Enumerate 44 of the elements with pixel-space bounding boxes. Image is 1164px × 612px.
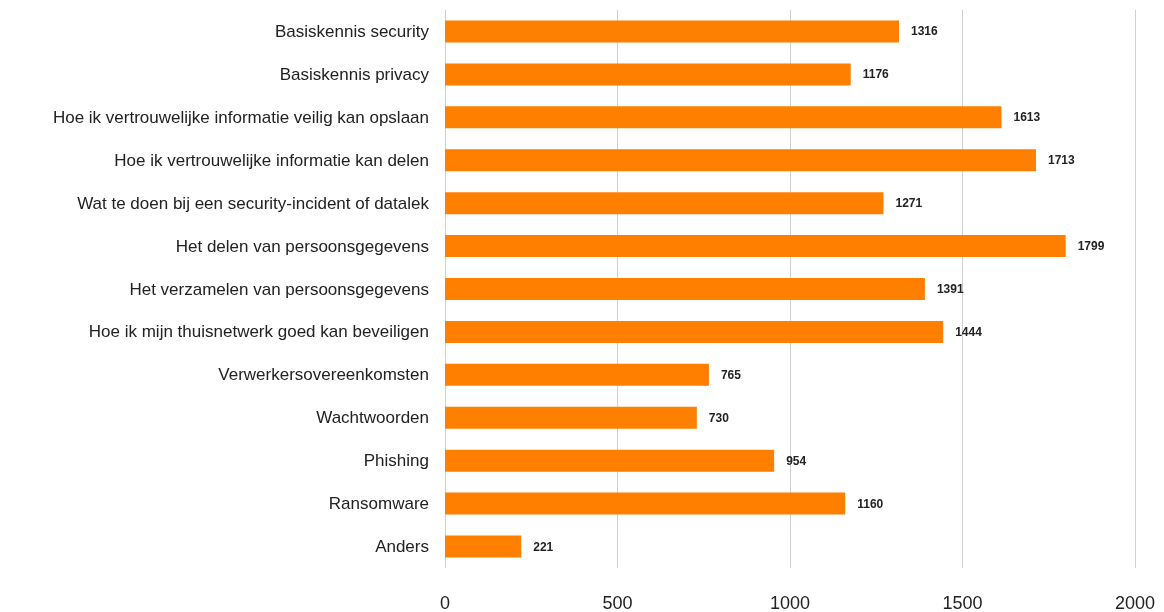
data-label: 1160 [857, 496, 884, 511]
data-label: 1613 [1013, 110, 1041, 125]
y-tick-label: Het delen van persoonsgegevens [175, 236, 429, 256]
bar [445, 320, 944, 343]
bar [445, 449, 775, 472]
data-label: 954 [786, 453, 807, 468]
data-label: 1316 [911, 24, 939, 39]
bar [445, 106, 1002, 129]
y-tick-label: Het verzamelen van persoonsgegevens [129, 279, 429, 299]
y-tick-label: Wachtwoorden [316, 408, 429, 428]
x-tick-label: 1500 [942, 593, 983, 612]
data-label: 221 [533, 539, 554, 554]
y-tick-label: Basiskennis privacy [279, 64, 430, 84]
data-label: 1799 [1077, 239, 1105, 254]
y-tick-label: Phishing [363, 451, 429, 471]
bar [445, 535, 522, 558]
bar [445, 363, 709, 386]
y-tick-label: Verwerkersovereenkomsten [218, 365, 429, 385]
bar [445, 20, 900, 43]
y-tick-label: Hoe ik mijn thuisnetwerk goed kan beveiligen [88, 322, 429, 342]
data-label: 1391 [936, 282, 964, 296]
bar [445, 149, 1036, 172]
data-label: 730 [708, 410, 730, 425]
bar [445, 406, 697, 429]
bar [445, 492, 846, 515]
y-tick-label: Anders [375, 537, 429, 557]
data-label: 1444 [955, 324, 983, 339]
data-label: 1271 [895, 196, 923, 211]
y-tick-label: Basiskennis security [274, 21, 430, 41]
bar [445, 235, 1066, 258]
x-tick-label: 0 [439, 593, 451, 612]
x-tick-label: 1000 [769, 593, 811, 612]
data-label: 765 [720, 367, 742, 382]
bar [445, 192, 884, 215]
data-label: 1713 [1047, 153, 1076, 168]
bar [445, 63, 851, 86]
y-tick-label: Hoe ik vertrouwelijke informatie kan delen [114, 150, 429, 170]
bar [445, 278, 925, 300]
x-tick-label: 500 [602, 593, 633, 612]
x-tick-label: 2000 [1114, 593, 1156, 612]
y-tick-label: Hoe ik vertrouwelijke informatie veilig kan opslaan [52, 107, 429, 127]
data-label: 1176 [862, 67, 890, 82]
y-tick-label: Wat te doen bij een security-incident of datalek [77, 193, 430, 213]
y-tick-label: Ransomware [328, 494, 429, 514]
